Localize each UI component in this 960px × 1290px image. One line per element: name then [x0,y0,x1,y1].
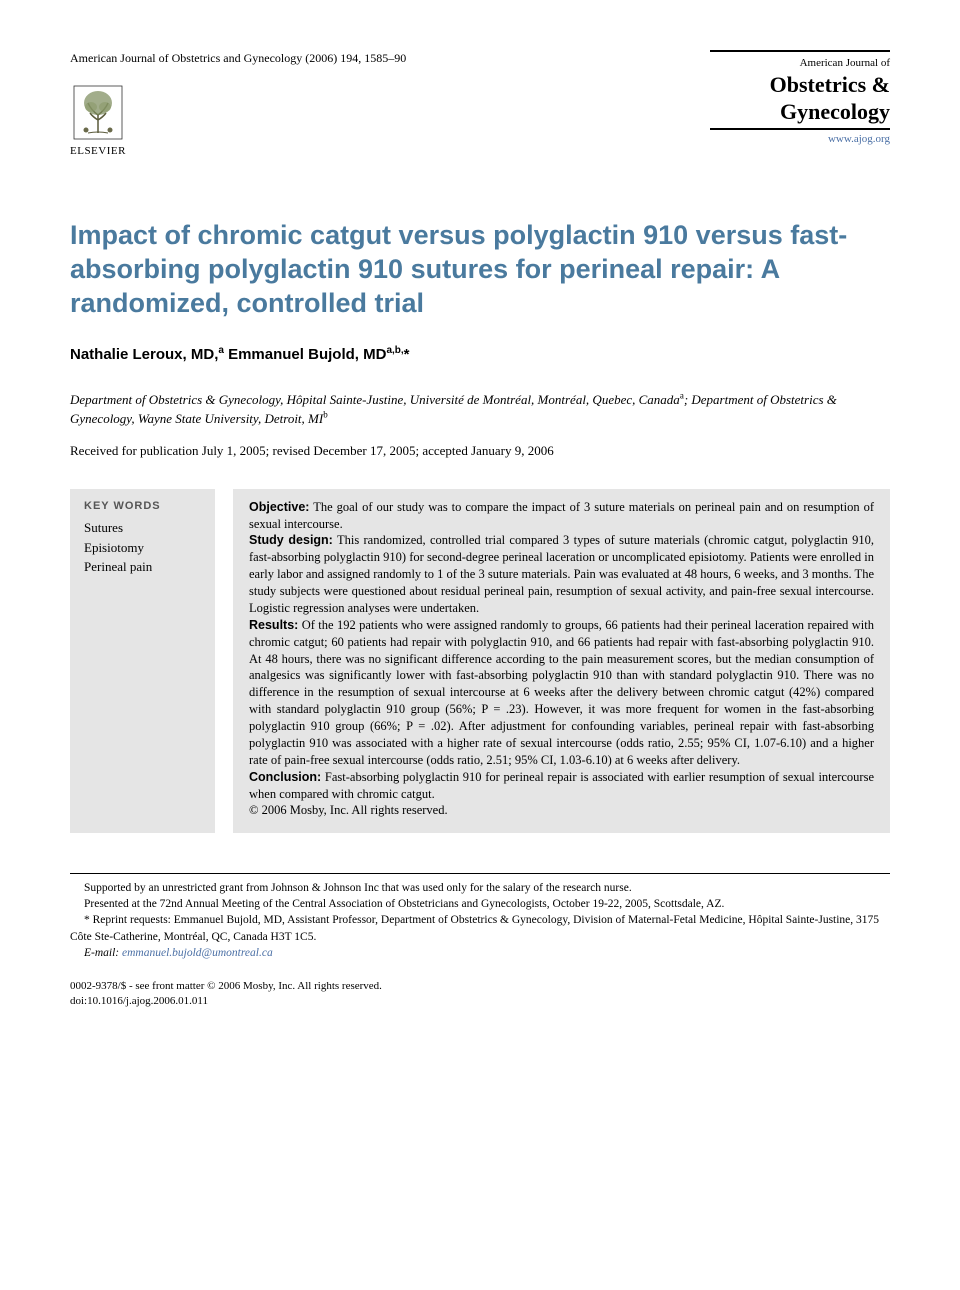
journal-brand-box: American Journal of Obstetrics & Gynecol… [710,50,890,147]
publisher-name: ELSEVIER [70,144,126,159]
objective-text: The goal of our study was to compare the… [249,500,874,531]
results-text: Of the 192 patients who were assigned ra… [249,618,874,767]
author-list: Nathalie Leroux, MD,a Emmanuel Bujold, M… [70,344,890,365]
abstract-results: Results: Of the 192 patients who were as… [249,617,874,769]
conclusion-text: Fast-absorbing polyglactin 910 for perin… [249,770,874,801]
footnote-email: E-mail: emmanuel.bujold@umontreal.ca [70,945,890,961]
footnote-presented: Presented at the 72nd Annual Meeting of … [70,896,890,912]
citation-line: American Journal of Obstetrics and Gynec… [70,50,406,67]
footnote-reprint: * Reprint requests: Emmanuel Bujold, MD,… [70,912,890,944]
journal-url[interactable]: www.ajog.org [710,128,890,147]
design-label: Study design: [249,533,333,547]
footnote-support: Supported by an unrestricted grant from … [70,880,890,896]
results-label: Results: [249,618,298,632]
email-label: E-mail: [84,947,119,959]
article-title: Impact of chromic catgut versus polyglac… [70,219,890,320]
header-left: American Journal of Obstetrics and Gynec… [70,50,406,159]
objective-label: Objective: [249,500,309,514]
affiliation-text: Department of Obstetrics & Gynecology, H… [70,392,837,427]
keywords-box: KEY WORDS Sutures Episiotomy Perineal pa… [70,489,215,834]
abstract-objective: Objective: The goal of our study was to … [249,499,874,533]
keyword-item: Perineal pain [84,557,201,577]
journal-brand-small: American Journal of [710,56,890,71]
footer-meta: 0002-9378/$ - see front matter © 2006 Mo… [70,979,890,1010]
keyword-item: Sutures [84,518,201,538]
publication-dates: Received for publication July 1, 2005; r… [70,442,890,460]
elsevier-tree-icon [73,85,123,140]
keyword-item: Episiotomy [84,538,201,558]
abstract-container: KEY WORDS Sutures Episiotomy Perineal pa… [70,489,890,834]
journal-brand-line2: Gynecology [710,100,890,124]
design-text: This randomized, controlled trial compar… [249,533,874,615]
footer-copyright: 0002-9378/$ - see front matter © 2006 Mo… [70,979,890,994]
abstract-copyright: © 2006 Mosby, Inc. All rights reserved. [249,802,874,819]
publisher-logo: ELSEVIER [70,85,126,159]
email-link[interactable]: emmanuel.bujold@umontreal.ca [122,947,273,959]
page-header: American Journal of Obstetrics and Gynec… [70,50,890,159]
footnotes: Supported by an unrestricted grant from … [70,873,890,960]
abstract-conclusion: Conclusion: Fast-absorbing polyglactin 9… [249,769,874,803]
journal-brand-line1: Obstetrics & [710,73,890,97]
footer-doi: doi:10.1016/j.ajog.2006.01.011 [70,994,890,1009]
affiliations: Department of Obstetrics & Gynecology, H… [70,389,890,428]
keywords-heading: KEY WORDS [84,499,201,514]
abstract-box: Objective: The goal of our study was to … [233,489,890,834]
conclusion-label: Conclusion: [249,770,321,784]
abstract-design: Study design: This randomized, controlle… [249,532,874,616]
